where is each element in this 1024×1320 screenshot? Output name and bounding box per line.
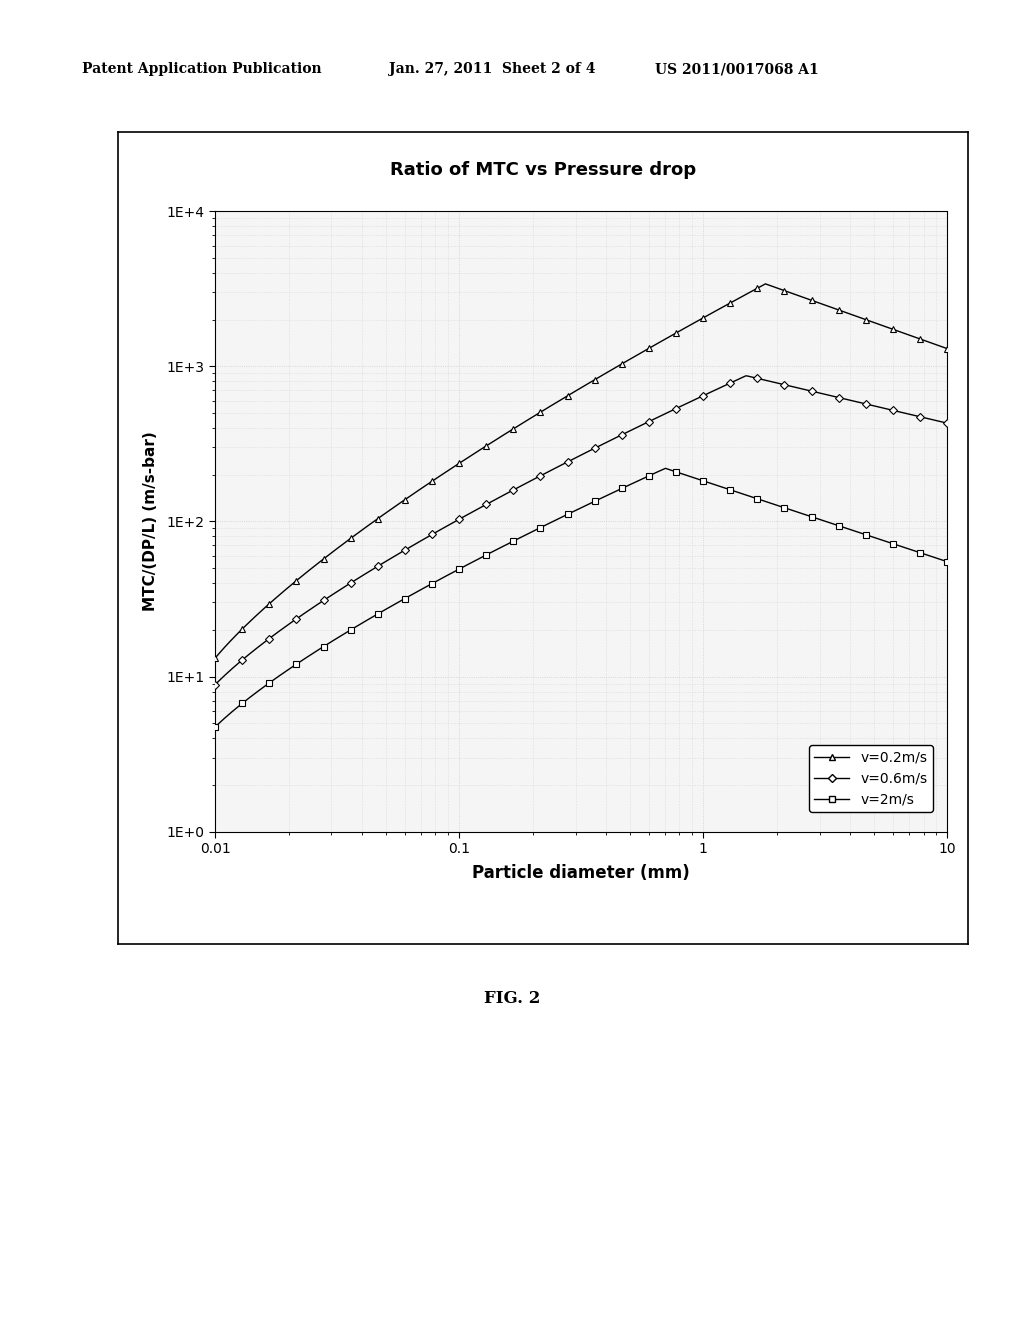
X-axis label: Particle diameter (mm): Particle diameter (mm) [472, 865, 690, 882]
Legend: v=0.2m/s, v=0.6m/s, v=2m/s: v=0.2m/s, v=0.6m/s, v=2m/s [809, 746, 933, 812]
Text: Patent Application Publication: Patent Application Publication [82, 62, 322, 77]
Text: Ratio of MTC vs Pressure drop: Ratio of MTC vs Pressure drop [390, 161, 695, 180]
Text: Jan. 27, 2011  Sheet 2 of 4: Jan. 27, 2011 Sheet 2 of 4 [389, 62, 596, 77]
Text: US 2011/0017068 A1: US 2011/0017068 A1 [655, 62, 819, 77]
Text: FIG. 2: FIG. 2 [483, 990, 541, 1007]
Y-axis label: MTC/(DP/L) (m/s-bar): MTC/(DP/L) (m/s-bar) [143, 432, 158, 611]
